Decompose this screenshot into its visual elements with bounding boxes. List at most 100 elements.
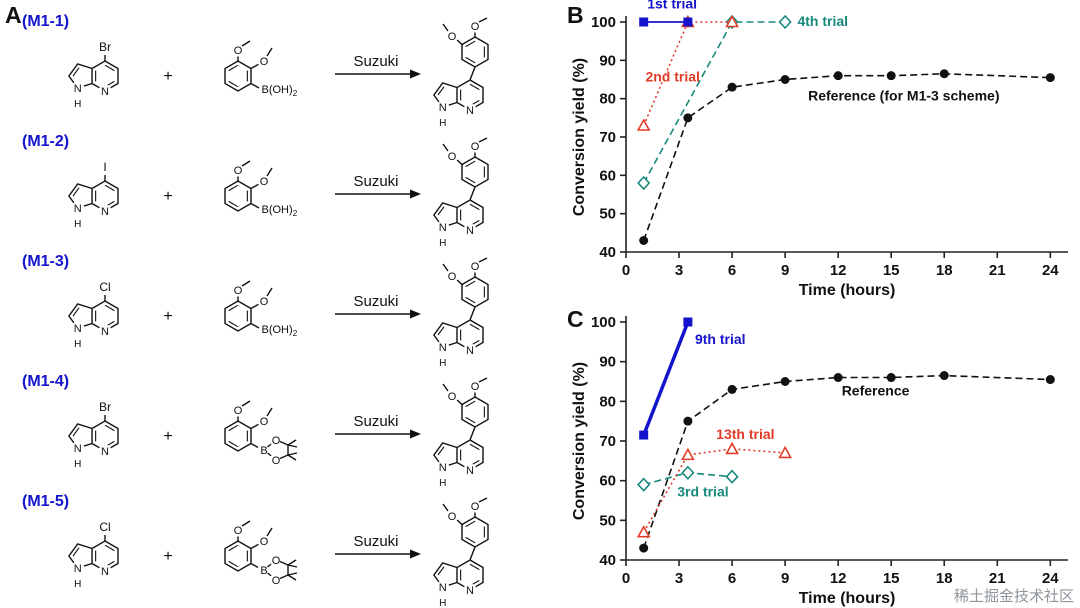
svg-text:N: N <box>74 323 82 335</box>
svg-text:O: O <box>234 405 243 417</box>
suzuki-arrow: Suzuki <box>335 53 421 79</box>
watermark: 稀土掘金技术社区 <box>953 588 1074 605</box>
svg-text:Suzuki: Suzuki <box>353 53 398 70</box>
svg-text:H: H <box>74 579 81 590</box>
svg-text:2nd trial: 2nd trial <box>645 68 699 84</box>
svg-text:H: H <box>74 459 81 470</box>
svg-text:Reference (for M1-3 scheme): Reference (for M1-3 scheme) <box>808 88 999 104</box>
svg-text:0: 0 <box>622 570 630 587</box>
svg-text:100: 100 <box>591 14 616 31</box>
svg-text:9th trial: 9th trial <box>695 331 746 347</box>
svg-text:O: O <box>272 575 281 587</box>
svg-text:H: H <box>439 118 446 129</box>
series-9th-trial <box>639 317 693 440</box>
svg-text:60: 60 <box>599 167 616 184</box>
suzuki-arrow: Suzuki <box>335 173 421 199</box>
svg-text:N: N <box>439 342 447 354</box>
svg-text:H: H <box>74 339 81 350</box>
svg-text:21: 21 <box>989 570 1006 587</box>
svg-text:O: O <box>471 501 480 513</box>
svg-text:90: 90 <box>599 354 616 371</box>
series-3rd-trial <box>637 465 739 492</box>
svg-text:12: 12 <box>830 570 847 587</box>
svg-text:N: N <box>466 105 474 117</box>
svg-text:Time (hours): Time (hours) <box>799 282 896 299</box>
svg-text:B: B <box>260 445 267 457</box>
svg-text:(M1-5): (M1-5) <box>22 493 69 510</box>
svg-text:H: H <box>439 478 446 489</box>
svg-text:6: 6 <box>728 262 736 279</box>
svg-text:H: H <box>439 238 446 249</box>
series-1st-trial <box>639 17 693 27</box>
svg-text:N: N <box>74 563 82 575</box>
svg-text:Conversion yield (%): Conversion yield (%) <box>571 58 588 216</box>
svg-text:70: 70 <box>599 129 616 146</box>
reaction-schemes-canvas: (M1-1)NNHBr+OOB(OH)2SuzukiNNHOO(M1-2)NNH… <box>22 13 489 608</box>
svg-text:B(OH)2: B(OH)2 <box>262 84 298 98</box>
svg-text:O: O <box>448 391 457 403</box>
svg-text:Suzuki: Suzuki <box>353 293 398 310</box>
svg-text:+: + <box>163 68 172 85</box>
svg-text:O: O <box>234 285 243 297</box>
axes: 0 3 6 9 12 15 18 21 24 40 50 60 70 80 90 100 Time (hours… <box>571 314 1068 607</box>
svg-text:9: 9 <box>781 570 789 587</box>
chart-c-canvas: 0 3 6 9 12 15 18 21 24 40 50 60 70 80 90 100 Time (hours… <box>571 314 1068 607</box>
svg-text:N: N <box>101 206 109 218</box>
svg-text:18: 18 <box>936 262 953 279</box>
svg-text:Reference: Reference <box>842 382 910 398</box>
svg-text:3: 3 <box>675 570 683 587</box>
svg-text:O: O <box>234 165 243 177</box>
svg-text:O: O <box>448 271 457 283</box>
svg-text:O: O <box>260 536 269 548</box>
svg-text:24: 24 <box>1042 570 1059 587</box>
svg-text:O: O <box>260 56 269 68</box>
svg-text:60: 60 <box>599 473 616 490</box>
svg-text:12: 12 <box>830 262 847 279</box>
svg-text:15: 15 <box>883 570 900 587</box>
svg-text:N: N <box>101 446 109 458</box>
svg-text:+: + <box>163 428 172 445</box>
suzuki-arrow: Suzuki <box>335 533 421 559</box>
suzuki-arrow: Suzuki <box>335 413 421 439</box>
svg-text:H: H <box>439 598 446 608</box>
annotations: 1st trial 2nd trial 4th trial Reference (fo… <box>645 0 999 104</box>
svg-text:24: 24 <box>1042 262 1059 279</box>
svg-text:N: N <box>439 462 447 474</box>
svg-text:O: O <box>471 261 480 273</box>
svg-text:6: 6 <box>728 570 736 587</box>
svg-text:3: 3 <box>675 262 683 279</box>
svg-text:N: N <box>439 222 447 234</box>
svg-text:N: N <box>74 443 82 455</box>
svg-text:50: 50 <box>599 512 616 529</box>
svg-text:N: N <box>466 585 474 597</box>
svg-text:Conversion yield (%): Conversion yield (%) <box>571 362 588 520</box>
svg-text:(M1-3): (M1-3) <box>22 253 69 270</box>
svg-text:H: H <box>439 358 446 369</box>
svg-text:3rd trial: 3rd trial <box>677 484 728 500</box>
panel-a-label: A <box>5 2 22 28</box>
annotations: 9th trial 13th trial 3rd trial Reference <box>677 331 909 500</box>
svg-text:I: I <box>103 160 106 174</box>
panel-a: A (M1-1) N N H Br + O O B(OH)2 Suzuki N N H O O (M1-2) N… <box>5 2 489 608</box>
svg-text:O: O <box>448 31 457 43</box>
svg-text:+: + <box>163 548 172 565</box>
svg-text:+: + <box>163 308 172 325</box>
svg-text:9: 9 <box>781 262 789 279</box>
series-reference <box>639 371 1055 553</box>
svg-text:O: O <box>272 455 281 467</box>
svg-text:O: O <box>234 525 243 537</box>
svg-text:O: O <box>272 435 281 447</box>
chart-b-canvas: 0 3 6 9 12 15 18 21 24 40 50 60 70 80 90 100 Time (hours… <box>571 0 1068 299</box>
